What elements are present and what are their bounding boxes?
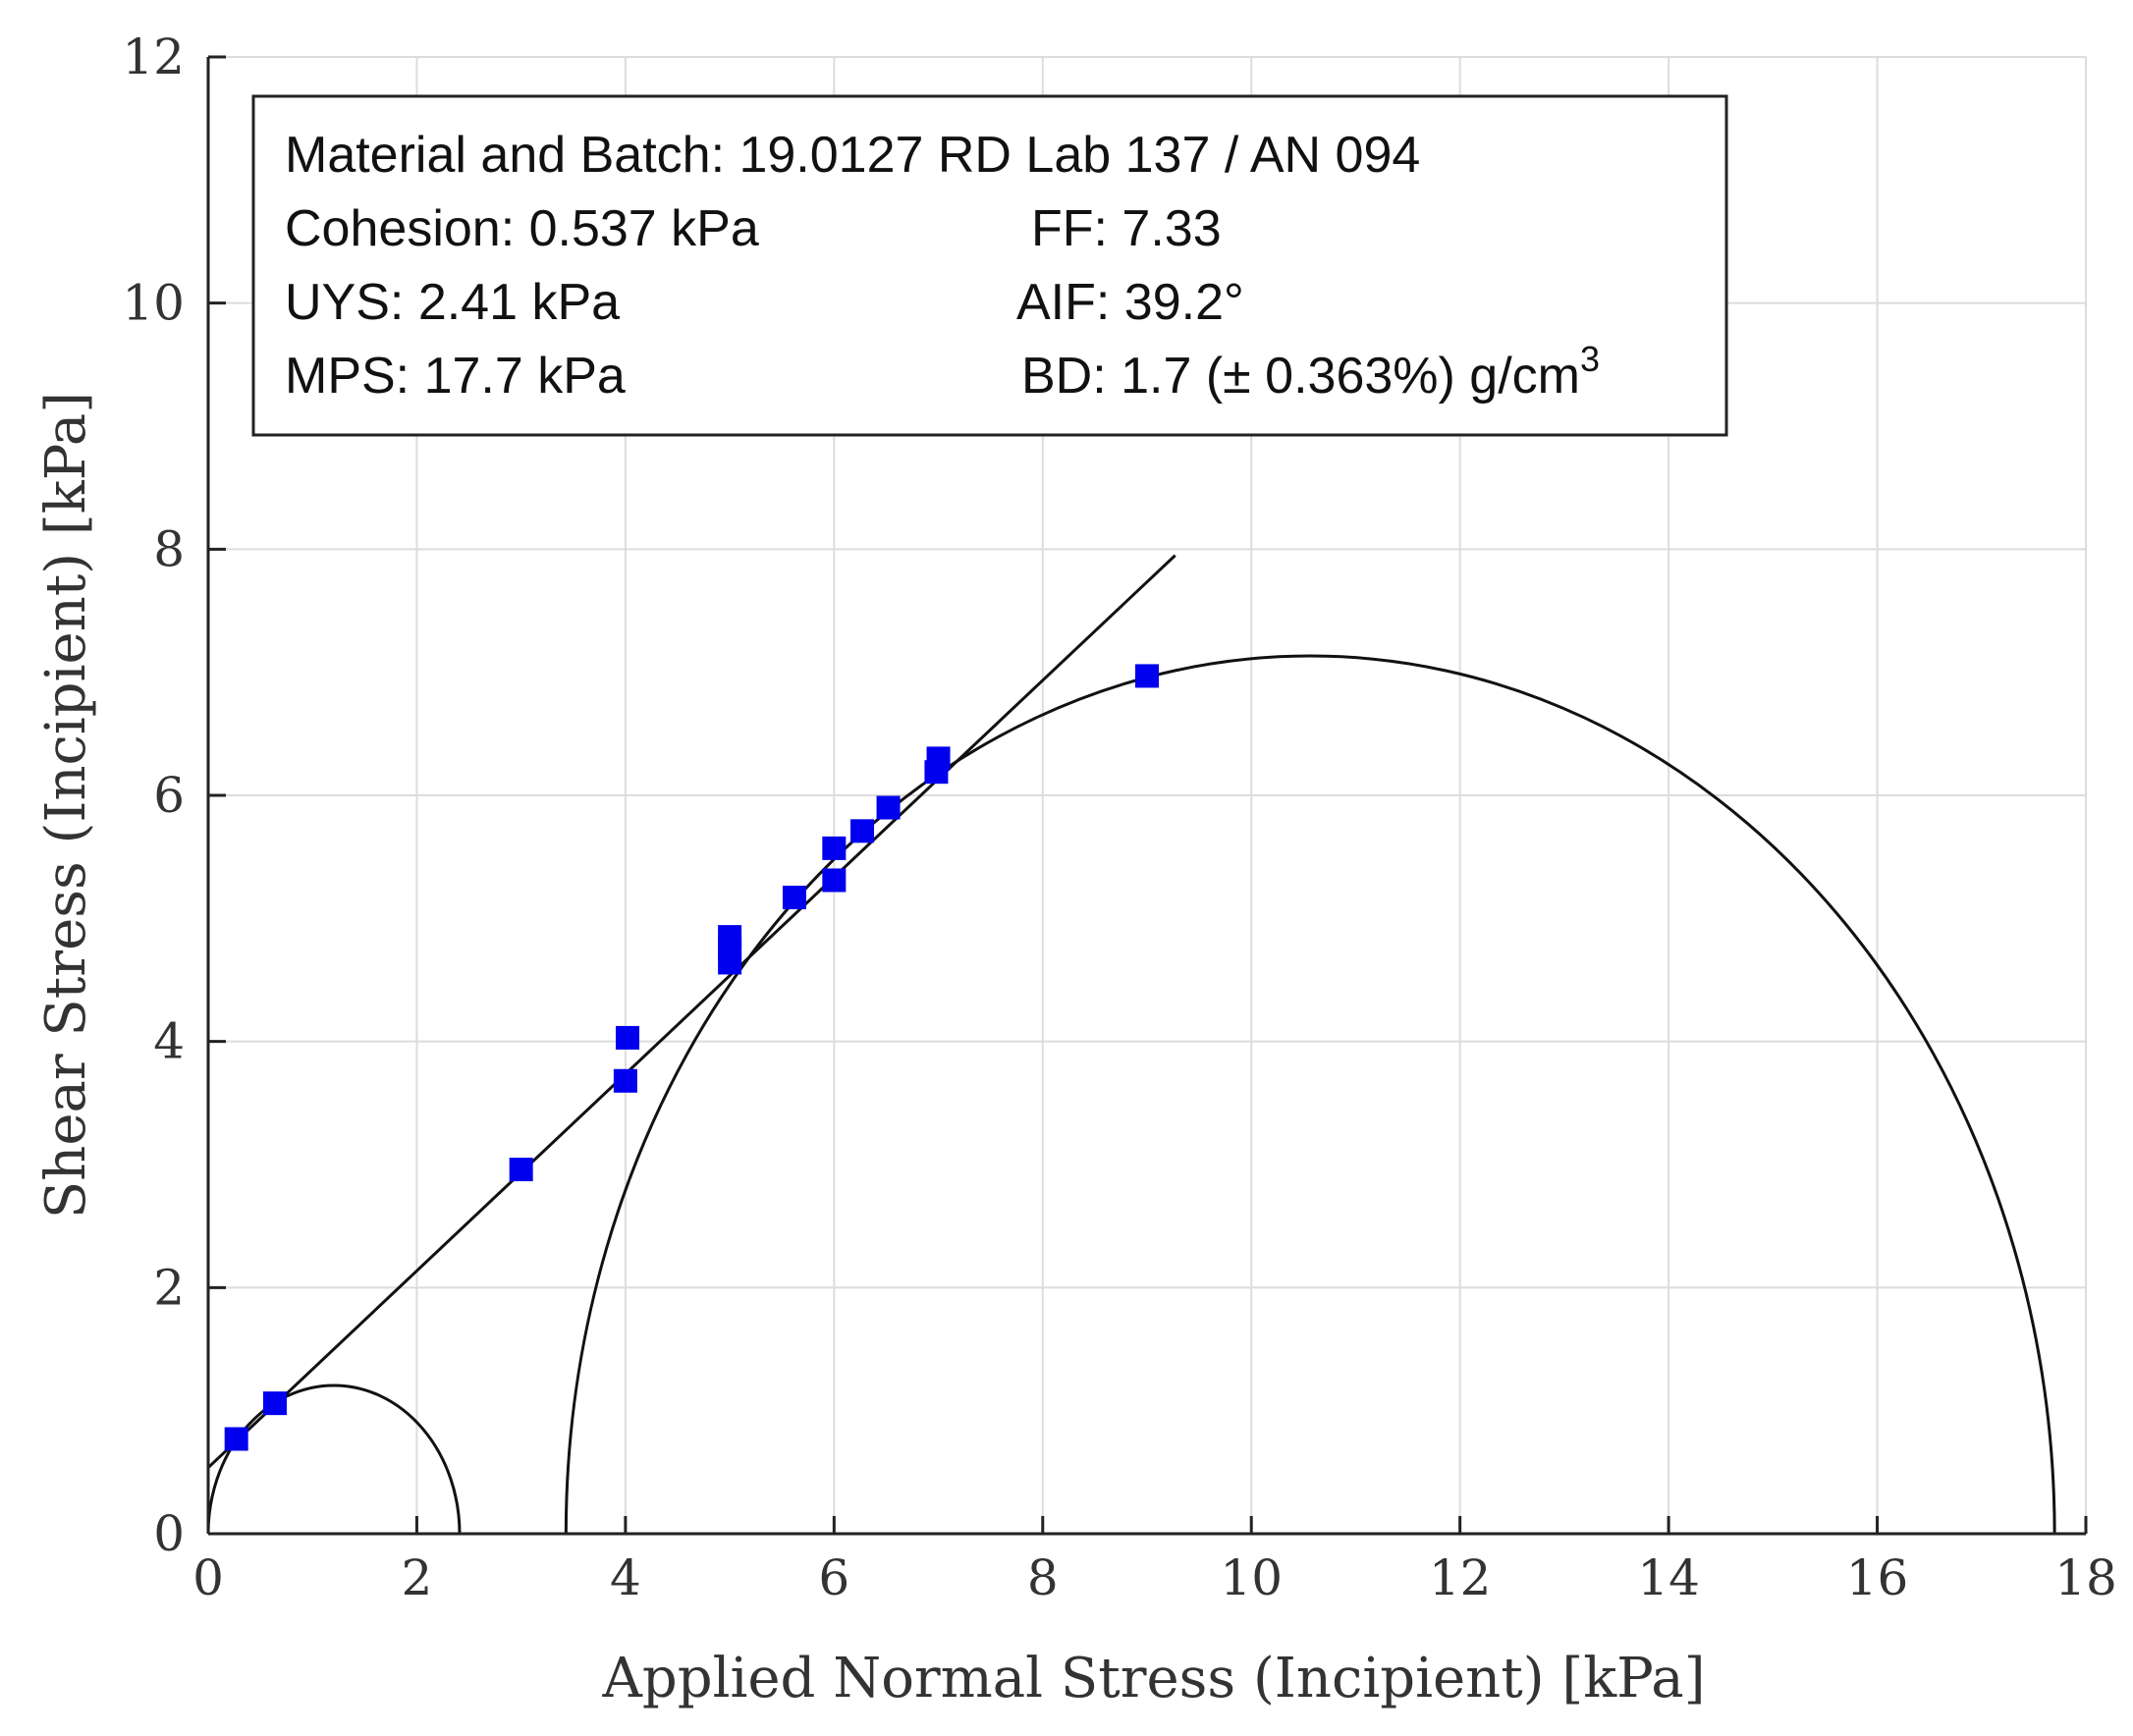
data-point [926,746,951,771]
x-tick-label: 10 [1220,1549,1283,1606]
data-point [262,1391,287,1416]
data-point [876,795,901,820]
mohr-circle [566,656,2054,1534]
x-tick-label: 6 [818,1549,849,1606]
mps-text: MPS: 17.7 kPa [285,348,626,405]
y-tick-label: 6 [153,767,185,824]
y-tick-label: 2 [153,1259,185,1316]
data-point [1135,664,1159,688]
data-point [509,1158,533,1182]
x-tick-label: 16 [1846,1549,1909,1606]
y-tick-label: 0 [153,1505,185,1562]
cohesion-text: Cohesion: 0.537 kPa [285,200,759,257]
x-tick-label: 2 [402,1549,433,1606]
y-tick-label: 10 [122,275,185,332]
x-tick-label: 8 [1027,1549,1059,1606]
x-tick-label: 4 [610,1549,641,1606]
mohr-circle [206,1383,462,1535]
data-point [822,868,847,893]
x-tick-label: 18 [2054,1549,2117,1606]
data-point [613,1068,637,1093]
y-tick-label: 4 [153,1013,185,1070]
y-tick-label: 8 [153,520,185,577]
data-point [616,1025,640,1050]
info-box: Material and Batch: 19.0127 RD Lab 137 /… [251,94,1728,437]
curves [206,554,2054,1535]
bd-text-main: BD: 1.7 (± 0.363%) g/cm [1021,348,1580,405]
data-points [224,664,1159,1451]
aif-text: AIF: 39.2° [1016,274,1244,331]
material-batch-text: Material and Batch: 19.0127 RD Lab 137 /… [285,127,1420,184]
bd-superscript: 3 [1580,339,1600,379]
data-point [224,1427,248,1451]
y-axis-label: Shear Stress (Incipient) [kPa] [34,392,98,1219]
x-axis-label: Applied Normal Stress (Incipient) [kPa] [601,1647,1705,1710]
data-point [718,925,742,949]
data-point [822,836,847,860]
x-tick-label: 0 [192,1549,224,1606]
y-tick-label: 12 [122,28,185,85]
axes: 0 2 4 6 8 10 12 14 16 18 0 2 4 6 8 10 12 [122,28,2116,1606]
x-tick-label: 12 [1429,1549,1492,1606]
x-tick-label: 14 [1637,1549,1700,1606]
ff-text: FF: 7.33 [1031,200,1222,257]
data-point [850,819,875,843]
uys-text: UYS: 2.41 kPa [285,274,620,331]
bd-text: BD: 1.7 (± 0.363%) g/cm3 [1021,339,1600,405]
info-box-frame [251,94,1728,437]
yield-locus-line [206,554,1176,1469]
data-point [782,886,806,910]
